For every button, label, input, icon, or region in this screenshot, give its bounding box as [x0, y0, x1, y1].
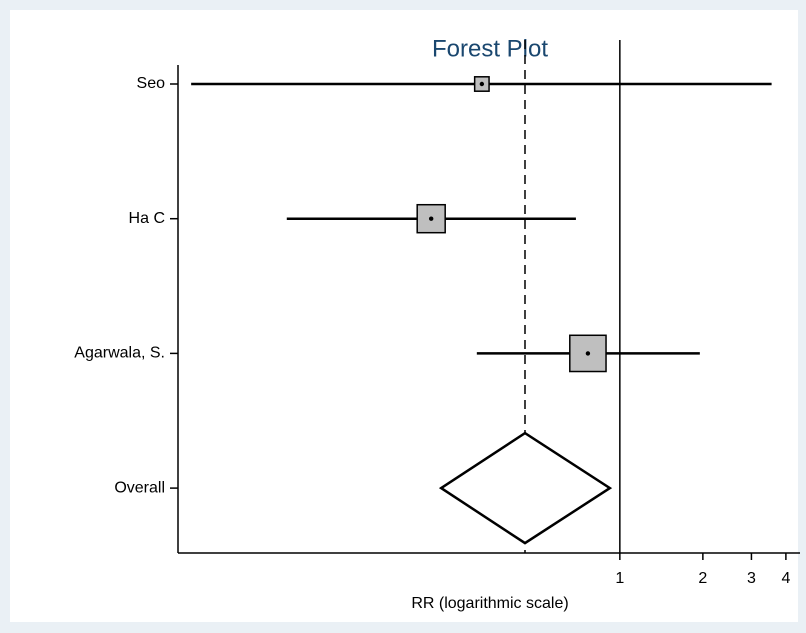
chart-title: Forest Plot [432, 35, 548, 62]
x-tick-label: 1 [615, 570, 624, 587]
y-tick-label: Agarwala, S. [74, 345, 165, 362]
x-tick-label: 3 [747, 570, 756, 587]
point-estimate [479, 81, 485, 87]
x-tick-label: 2 [698, 570, 707, 587]
y-tick-label: Overall [114, 479, 165, 496]
point-estimate [585, 351, 591, 356]
plot-background [10, 10, 798, 622]
x-axis-label: RR (logarithmic scale) [411, 595, 568, 612]
y-tick-label: Seo [137, 75, 166, 92]
overall-diamond [438, 431, 613, 545]
point-estimate [428, 216, 434, 221]
y-tick-label: Ha C [129, 210, 165, 227]
x-tick-label: 4 [781, 570, 790, 587]
